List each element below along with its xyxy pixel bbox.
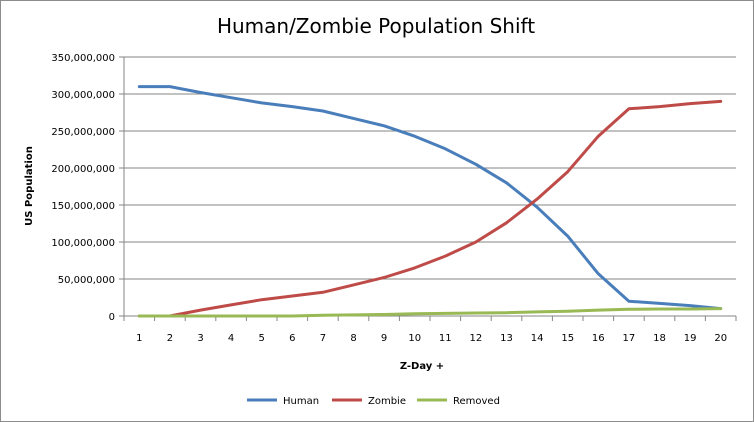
y-axis-tick-labels: 0 50,000,000 100,000,000 150,000,000 200,000…: [51, 53, 124, 323]
x-tick-label: 12: [470, 333, 483, 344]
x-tick-label: 17: [623, 333, 636, 344]
legend: Human Zombie Removed: [247, 396, 500, 407]
y-tick-label: 0: [109, 312, 115, 323]
x-tick-label: 7: [320, 333, 326, 344]
x-tick-label: 5: [259, 333, 265, 344]
x-tick-label: 19: [684, 333, 697, 344]
legend-label: Human: [283, 396, 319, 407]
x-axis-tick-labels: 1 2 3 4 5 6 7 8 9 10 11 12 13 14 15 16 17 18 19 20: [123, 316, 737, 344]
y-tick-label: 50,000,000: [58, 275, 115, 286]
legend-label: Zombie: [368, 396, 406, 407]
y-tick-label: 200,000,000: [51, 164, 115, 175]
chart-title: Human/Zombie Population Shift: [217, 14, 535, 38]
x-tick-label: 14: [531, 333, 544, 344]
legend-label: Removed: [453, 396, 500, 407]
x-tick-label: 1: [136, 333, 142, 344]
x-tick-label: 16: [592, 333, 605, 344]
series-lines: [137, 85, 723, 318]
y-tick-label: 150,000,000: [51, 201, 115, 212]
x-tick-label: 8: [350, 333, 356, 344]
series-line-removed: [137, 307, 723, 318]
y-tick-label: 100,000,000: [51, 238, 115, 249]
x-tick-label: 20: [714, 333, 727, 344]
y-axis-label: US Population: [24, 146, 35, 226]
y-tick-label: 300,000,000: [51, 90, 115, 101]
x-tick-label: 13: [500, 333, 513, 344]
x-tick-label: 11: [439, 333, 452, 344]
x-tick-label: 9: [381, 333, 387, 344]
legend-item-human: Human: [247, 396, 319, 407]
x-tick-label: 15: [561, 333, 574, 344]
legend-item-zombie: Zombie: [332, 396, 406, 407]
x-tick-label: 2: [167, 333, 173, 344]
gridlines: [124, 56, 736, 280]
x-tick-label: 10: [408, 333, 421, 344]
y-tick-label: 250,000,000: [51, 127, 115, 138]
x-tick-label: 18: [653, 333, 666, 344]
x-tick-label: 4: [228, 333, 234, 344]
legend-item-removed: Removed: [417, 396, 500, 407]
series-line-human: [137, 85, 723, 311]
series-line-zombie: [137, 99, 723, 318]
x-tick-label: 3: [197, 333, 203, 344]
y-tick-label: 350,000,000: [51, 53, 115, 64]
x-axis-label: Z-Day +: [400, 361, 444, 372]
x-tick-label: 6: [289, 333, 295, 344]
